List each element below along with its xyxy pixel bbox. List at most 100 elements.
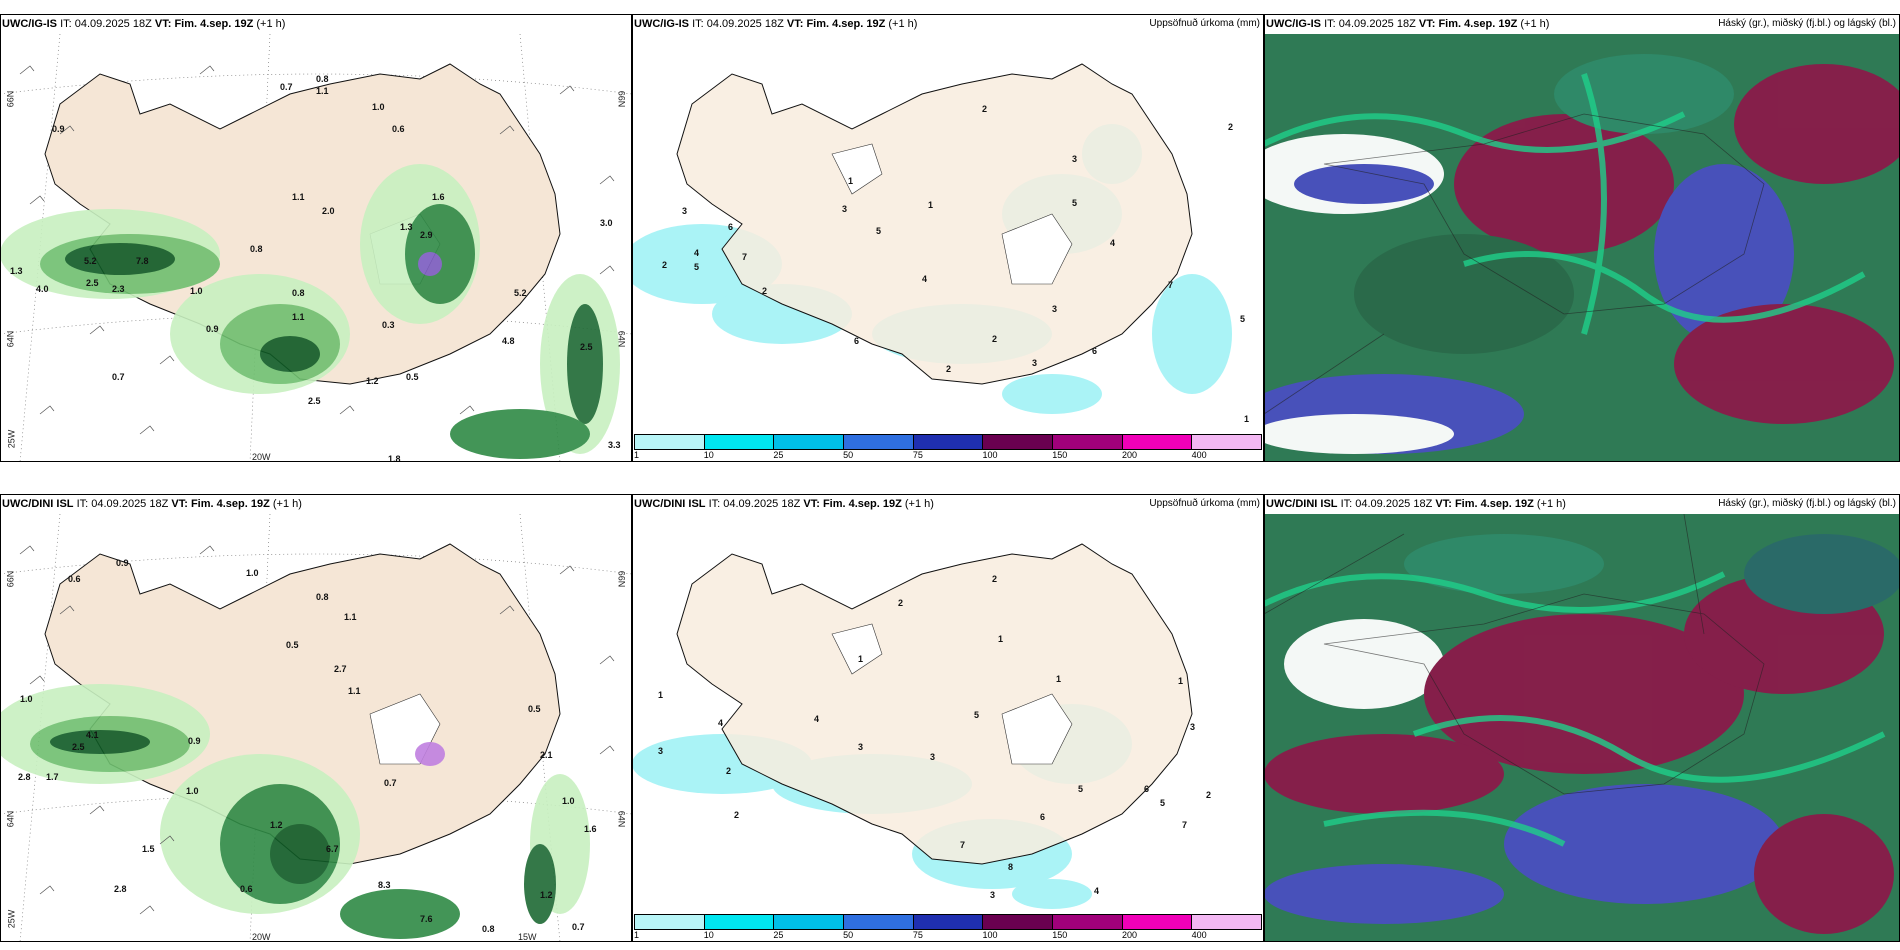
precip-label: 3 [842, 204, 848, 214]
legend-swatch [635, 915, 705, 929]
lat-label: 66N [616, 570, 627, 588]
legend-tick: 1 [634, 450, 640, 460]
cloud-cover-map[interactable] [1264, 34, 1900, 462]
precip-value: 5.2 [84, 256, 97, 266]
precip-value: 0.9 [188, 736, 201, 746]
precip-label: 6 [854, 336, 860, 346]
legend-swatch [844, 915, 914, 929]
legend-swatch [913, 915, 984, 929]
precip-label: 2 [726, 766, 732, 776]
vt-label: VT: [1435, 498, 1452, 510]
precip-label: 7 [742, 252, 748, 262]
precip-label: 4 [718, 718, 724, 728]
panel-header: UWC/DINI ISL IT: 04.09.2025 18Z VT: Fim.… [2, 498, 302, 510]
precip-label: 5 [1072, 198, 1078, 208]
precip-wind-map[interactable]: 66N 64N 25W 66N 64N 20W 0.9 0.7 0.8 1.1 … [0, 34, 632, 462]
lead-time: (+1 h) [1520, 18, 1550, 30]
vt-label: VT: [154, 18, 172, 30]
vt-label: VT: [171, 498, 188, 510]
legend-tick: 100 [982, 930, 998, 940]
precip-legend [634, 434, 1262, 450]
precip-value: 1.1 [344, 612, 357, 622]
legend-swatch [1053, 435, 1123, 449]
cloud-title: Háský (gr.), miðský (fj.bl.) og lágský (… [1718, 498, 1896, 509]
precip-value: 2.1 [540, 750, 553, 760]
cloud-cover-map[interactable] [1264, 514, 1900, 942]
precip-value: 7.8 [136, 256, 149, 266]
precip-value: 0.5 [528, 704, 541, 714]
it-value: 04.09.2025 18Z [1338, 18, 1416, 30]
precip-label: 1 [1178, 676, 1184, 686]
precip-label: 6 [1144, 784, 1150, 794]
precip-value: 0.5 [286, 640, 299, 650]
lat-label: 66N [616, 90, 627, 108]
vt-value: Fim. 4.sep. 19Z [1454, 498, 1534, 510]
precip-label: 2 [946, 364, 952, 374]
precip-accum-map[interactable]: 1 2 1 1 2 3 4 3 2 5 4 3 1 6 7 5 8 2 3 1 … [632, 514, 1264, 912]
precip-label: 2 [762, 286, 768, 296]
legend-tick: 150 [1052, 450, 1068, 460]
it-label: IT: [692, 18, 704, 30]
legend-swatch [983, 915, 1054, 929]
legend-swatch [635, 435, 705, 449]
vt-value: Fim. 4.sep. 19Z [822, 498, 902, 510]
precip-wind-map[interactable]: 66N 64N 25W 66N 64N 20W 15W 0.9 1.0 0.6 … [0, 514, 632, 942]
precip-value: 3.0 [600, 218, 613, 228]
legend-swatch [1053, 915, 1123, 929]
precip-value: 4.8 [502, 336, 515, 346]
it-label: IT: [76, 498, 89, 510]
precip-value: 0.6 [68, 574, 81, 584]
precip-value: 7.6 [420, 914, 433, 924]
lat-label: 64N [616, 810, 627, 828]
precip-label: 4 [922, 274, 928, 284]
legend-tick: 400 [1191, 930, 1207, 940]
cloud-cover-panel-top: UWC/IG-IS IT: 04.09.2025 18Z VT: Fim. 4.… [1264, 14, 1900, 462]
model-name: UWC/IG-IS [634, 18, 689, 30]
lon-label: 25W [6, 909, 17, 929]
precip-value: 1.6 [584, 824, 597, 834]
precip-label: 2 [992, 574, 998, 584]
precip-title: Uppsöfnuð úrkoma (mm) [1149, 18, 1260, 29]
panel-header: UWC/DINI ISL IT: 04.09.2025 18Z VT: Fim.… [634, 498, 934, 510]
panel-header: UWC/IG-IS IT: 04.09.2025 18Z VT: Fim. 4.… [2, 18, 285, 30]
precip-label: 1 [998, 634, 1004, 644]
legend-tick: 10 [703, 450, 714, 460]
precip-value: 2.0 [322, 206, 335, 216]
precip-value: 2.8 [18, 772, 31, 782]
vt-label: VT: [803, 498, 820, 510]
lon-label: 20W [252, 452, 271, 462]
precip-value: 1.2 [270, 820, 283, 830]
precip-label: 5 [1078, 784, 1084, 794]
precip-value: 1.3 [400, 222, 413, 232]
precip-accum-map[interactable]: 2 3 1 2 3 5 6 7 4 5 2 3 4 5 6 1 2 3 4 2 … [632, 34, 1264, 432]
precip-value: 2.8 [114, 884, 127, 894]
precip-value: 1.0 [186, 786, 199, 796]
legend-swatch [1192, 435, 1262, 449]
legend-tick: 10 [703, 930, 714, 940]
precip-value: 1.6 [432, 192, 445, 202]
precip-value: 0.9 [52, 124, 65, 134]
legend-swatch [1192, 915, 1262, 929]
legend-swatch [913, 435, 984, 449]
precip-label: 3 [930, 752, 936, 762]
legend-swatch [774, 435, 845, 449]
precip-label: 4 [814, 714, 820, 724]
precip-value: 1.1 [292, 192, 305, 202]
cloud-cover-panel-bottom: UWC/DINI ISL IT: 04.09.2025 18Z VT: Fim.… [1264, 494, 1900, 942]
precip-label: 2 [734, 810, 740, 820]
legend-ticks: 1 10 25 50 75 100 150 200 400 [634, 450, 1262, 462]
precip-value: 8.3 [378, 880, 391, 890]
precip-value: 2.5 [580, 342, 593, 352]
legend-tick: 75 [912, 930, 923, 940]
legend-tick: 75 [912, 450, 923, 460]
vt-label: VT: [786, 18, 804, 30]
precip-value: 4.0 [36, 284, 49, 294]
precip-label: 6 [728, 222, 734, 232]
precip-value: 1.8 [388, 454, 401, 462]
precip-label: 1 [1244, 414, 1250, 424]
precip-value: 1.2 [540, 890, 553, 900]
precip-label: 7 [1168, 280, 1174, 290]
precip-value: 1.7 [46, 772, 59, 782]
it-label: IT: [1340, 498, 1353, 510]
lead-time: (+1 h) [904, 498, 934, 510]
